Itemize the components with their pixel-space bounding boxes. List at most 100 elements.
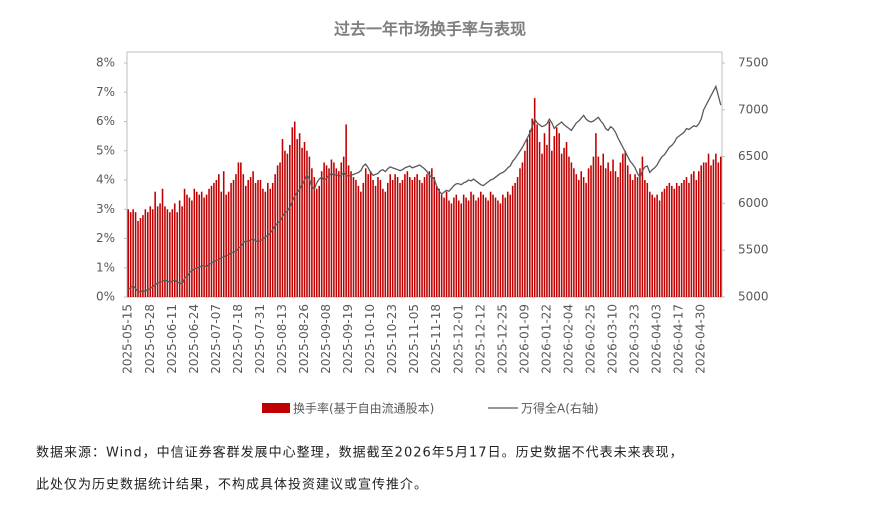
bar [178,200,181,297]
bar [333,162,335,297]
bar [533,98,536,297]
bar [671,185,673,297]
bar [205,194,208,297]
y-tick-label: 4% [96,173,115,187]
x-tick-label: 2025-09-08 [319,304,333,374]
bar [311,168,313,297]
bar [247,180,249,297]
bar [482,194,485,297]
bar [315,188,318,297]
bar [342,156,345,297]
bar [553,136,556,297]
x-tick-label: 2025-08-26 [297,304,311,374]
bar [164,206,166,297]
bar [693,171,695,297]
bar [526,139,529,297]
bar [252,171,254,297]
x-tick-label: 2025-09-19 [341,304,355,374]
bar [453,197,455,297]
bar [600,165,602,297]
bar [644,180,646,297]
bar [487,200,489,297]
bar [208,188,210,297]
bar [541,153,543,297]
bar [181,206,183,297]
bar [702,162,705,297]
bar [695,180,698,297]
bar [411,180,414,297]
bar [291,127,294,297]
x-tick-label: 2025-06-11 [165,304,179,374]
bar [369,171,372,297]
y2-tick-label: 7000 [738,102,769,116]
y2-tick-label: 6500 [738,149,769,163]
bar [570,162,573,297]
bar [230,182,232,297]
bar [609,171,612,297]
bar [636,177,639,297]
bar [465,197,467,297]
bar [166,209,169,297]
bar [715,153,717,297]
bar [396,177,399,297]
bar [565,141,568,297]
bar [227,191,230,297]
bar [176,212,178,297]
bar [428,171,431,297]
bar [222,171,225,297]
line [127,84,722,294]
bar [129,212,132,297]
y-tick-label: 5% [96,143,115,157]
bar [426,174,428,297]
bar [639,168,641,297]
bar [360,191,362,297]
bar [448,200,450,297]
bar [651,194,653,297]
bar [622,153,624,297]
bar [568,156,570,297]
bar [467,200,470,297]
footnote: 数据来源：Wind，中信证券客群发展中心整理，数据截至2026年5月17日。历史… [36,445,684,461]
bar [171,209,174,297]
bar [619,162,622,297]
y2-tick-label: 7500 [738,56,769,70]
bar [646,182,649,297]
bar [218,174,220,297]
bar [240,162,242,297]
bar [477,197,480,297]
bar [551,150,553,297]
bar [440,194,443,297]
bar [675,182,678,297]
bar [592,156,595,297]
bar [587,168,590,297]
bar [514,182,516,297]
bar [262,188,264,297]
bar [710,165,712,297]
x-tick-label: 2025-12-12 [473,304,487,374]
bar [271,182,274,297]
bar [450,203,453,297]
bar [641,156,644,297]
bar [521,162,524,297]
bar [323,162,325,297]
bar [362,182,365,297]
x-tick-label: 2025-12-25 [495,304,509,374]
y-tick-label: 6% [96,114,115,128]
bar [364,168,367,297]
bar [276,165,279,297]
bar [668,182,671,297]
x-tick-label: 2026-01-22 [539,304,553,374]
bar [289,144,291,297]
bar [558,133,560,297]
bar [653,197,656,297]
bar [257,180,259,297]
bar [457,200,460,297]
bar [338,171,340,297]
bar [509,194,511,297]
bar [519,168,521,297]
x-tick-label: 2025-05-15 [121,304,135,374]
y2-tick-label: 6000 [738,196,769,210]
bar [308,156,311,297]
bar [210,185,213,297]
bar [614,171,617,297]
